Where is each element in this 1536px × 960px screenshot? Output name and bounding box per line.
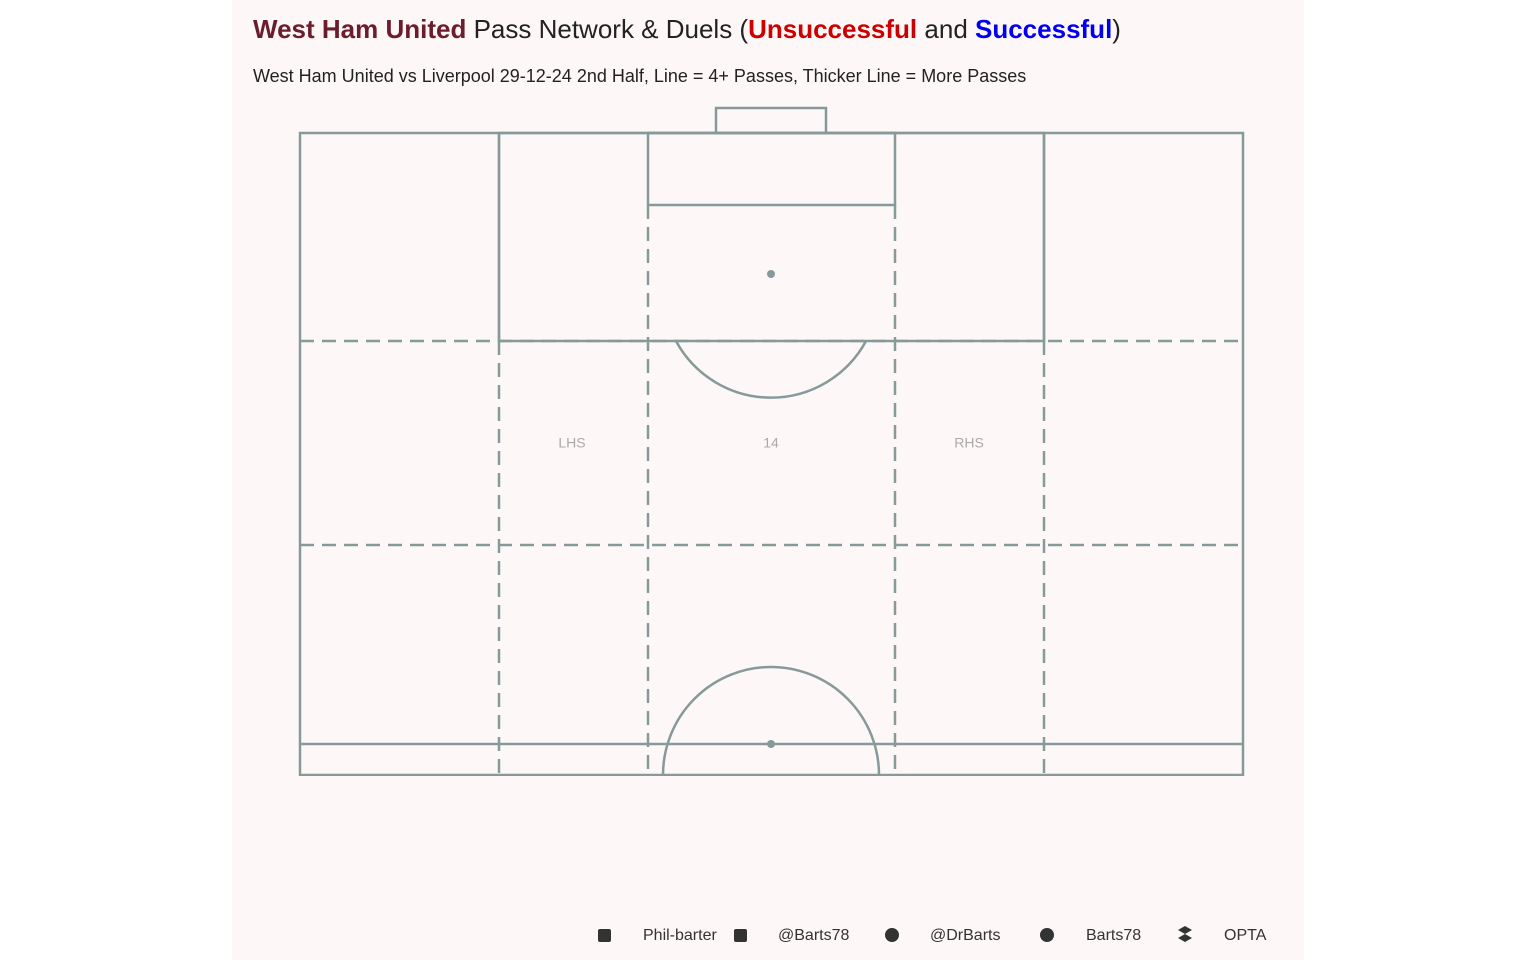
footer-text: @Barts78 (778, 927, 849, 944)
title-successful: Successful (975, 14, 1112, 44)
title-unsuccessful: Unsuccessful (748, 14, 917, 44)
title-text: Pass Network & Duels ( (466, 14, 748, 44)
footer: Phil-barter @Barts78 @DrBarts Barts78 OP… (598, 926, 1267, 944)
footer-text: OPTA (1224, 927, 1267, 944)
zone-label: LHS (558, 435, 585, 451)
zone-label: 14 (763, 435, 779, 451)
title-team: West Ham United (253, 14, 466, 44)
title-text: and (917, 14, 975, 44)
zone-label: RHS (954, 435, 984, 451)
footer-text: Phil-barter (643, 927, 717, 944)
footer-text: @DrBarts (930, 927, 1000, 944)
chart-title: West Ham United Pass Network & Duels (Un… (253, 14, 1121, 44)
panel (232, 0, 1304, 960)
subtitle: West Ham United vs Liverpool 29-12-24 2n… (253, 66, 1026, 86)
footer-text: Barts78 (1086, 927, 1141, 944)
title-text: ) (1112, 14, 1121, 44)
pitch (232, 106, 1304, 796)
